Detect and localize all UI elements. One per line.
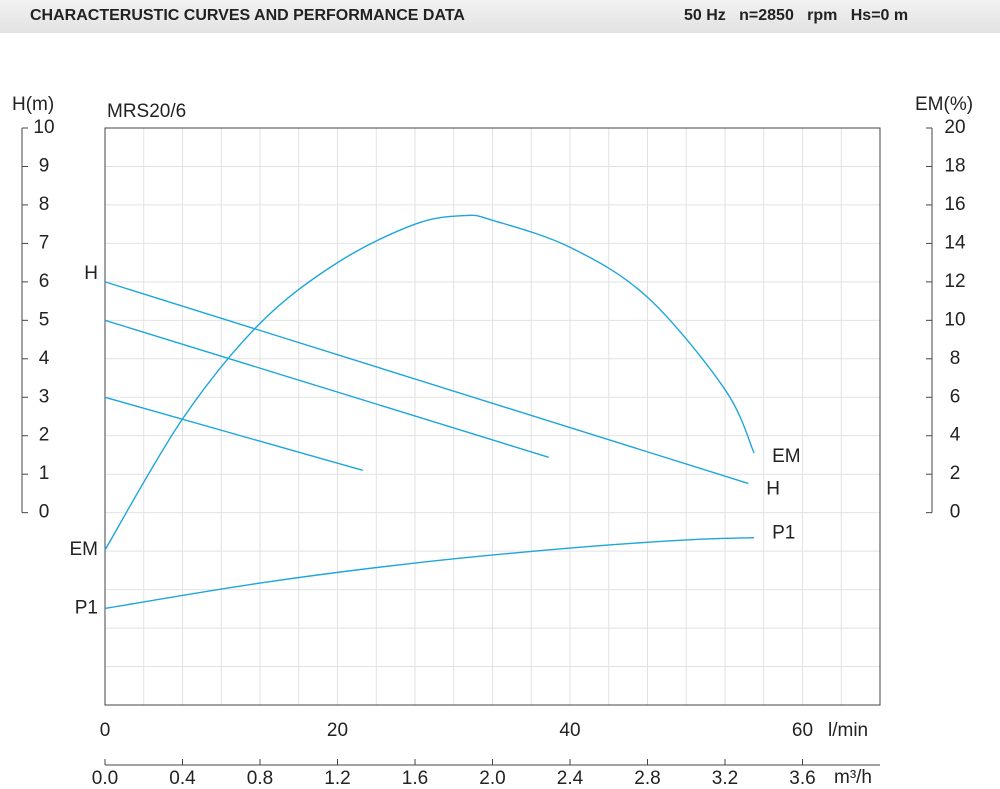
x2-axis-label: l/min	[828, 720, 868, 741]
series-line	[104, 281, 749, 485]
y2-tick-label: 2	[950, 463, 961, 484]
x-tick-label: 2.4	[557, 768, 584, 789]
y2-tick-label: 4	[950, 425, 961, 446]
header-conditions: 50 Hz n=2850 rpm Hs=0 m	[684, 7, 909, 24]
series-label-left: H	[84, 263, 98, 284]
y2-tick-label: 14	[944, 232, 966, 253]
series-label-left: EM	[70, 539, 99, 560]
y2-tick-label: 16	[944, 194, 965, 215]
x-tick-label: 0.0	[92, 768, 118, 789]
series-line	[104, 319, 549, 458]
y2-tick-label: 6	[950, 386, 961, 407]
x-tick-label: 1.6	[402, 768, 428, 789]
x2-tick-label: 0	[100, 720, 111, 741]
y2-tick-label: 20	[944, 117, 965, 138]
y-tick-label: 3	[39, 386, 50, 407]
x2-tick-label: 60	[792, 720, 813, 741]
series-label-right: P1	[772, 523, 795, 544]
y2-tick-label: 0	[950, 502, 961, 523]
y-tick-label: 4	[39, 348, 50, 369]
header-title: CHARACTERUSTIC CURVES AND PERFORMANCE DA…	[30, 7, 465, 24]
x-tick-label: 0.4	[169, 768, 196, 789]
model-label: MRS20/6	[107, 101, 186, 122]
x-tick-label: 3.6	[789, 768, 815, 789]
series-line	[104, 214, 755, 551]
x-tick-label: 1.2	[324, 768, 350, 789]
x2-tick-label: 40	[559, 720, 580, 741]
header-bar: CHARACTERUSTIC CURVES AND PERFORMANCE DA…	[0, 0, 1000, 33]
x2-tick-label: 20	[327, 720, 348, 741]
y-tick-label: 1	[39, 463, 50, 484]
y-tick-label: 6	[39, 271, 50, 292]
y2-axis-label: EM(%)	[915, 94, 973, 115]
y-tick-label: 7	[39, 232, 50, 253]
y2-tick-label: 10	[944, 309, 965, 330]
y-axis-label: H(m)	[12, 94, 54, 115]
y-tick-label: 5	[39, 309, 50, 330]
y-tick-label: 9	[39, 155, 50, 176]
series-label-left: P1	[75, 597, 98, 618]
x-tick-label: 2.0	[479, 768, 505, 789]
plot-frame	[104, 127, 881, 706]
y-tick-label: 10	[33, 117, 54, 138]
y-tick-label: 8	[39, 194, 50, 215]
series-label-right: EM	[772, 446, 801, 467]
x-tick-label: 2.8	[634, 768, 660, 789]
y2-tick-label: 18	[944, 155, 965, 176]
y-tick-label: 2	[39, 425, 50, 446]
x-tick-label: 0.8	[247, 768, 273, 789]
y2-tick-label: 8	[950, 348, 961, 369]
y-tick-label: 0	[39, 502, 50, 523]
x-tick-label: 3.2	[712, 768, 738, 789]
series-label-right: H	[766, 478, 780, 499]
y2-tick-label: 12	[944, 271, 965, 292]
series-line	[104, 536, 755, 610]
series-line	[104, 396, 363, 472]
x-axis-label: m³/h	[834, 767, 872, 788]
